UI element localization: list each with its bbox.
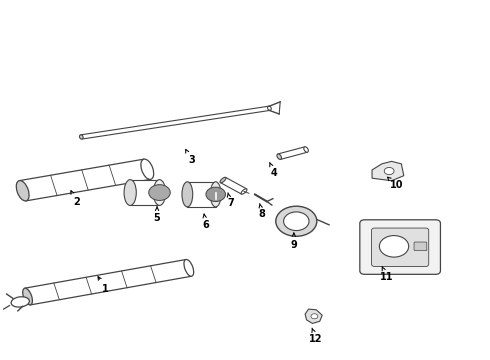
Circle shape [384, 167, 394, 175]
FancyBboxPatch shape [371, 228, 429, 266]
Ellipse shape [241, 189, 247, 194]
Ellipse shape [153, 180, 166, 206]
Text: 10: 10 [388, 177, 403, 190]
Circle shape [311, 314, 318, 319]
Ellipse shape [210, 182, 221, 207]
Polygon shape [25, 260, 192, 305]
Circle shape [379, 235, 409, 257]
Ellipse shape [304, 147, 308, 152]
Polygon shape [305, 309, 322, 323]
Polygon shape [278, 147, 307, 159]
Polygon shape [372, 161, 404, 181]
Text: 7: 7 [227, 193, 234, 208]
Ellipse shape [141, 159, 154, 179]
Circle shape [149, 185, 170, 201]
Text: 11: 11 [380, 266, 393, 282]
Ellipse shape [124, 180, 136, 206]
Ellipse shape [184, 260, 194, 276]
Text: 5: 5 [154, 207, 160, 222]
Text: 2: 2 [71, 191, 80, 207]
Text: 6: 6 [202, 214, 209, 230]
Text: 8: 8 [259, 203, 266, 219]
Circle shape [206, 187, 225, 202]
Polygon shape [220, 177, 246, 194]
Ellipse shape [23, 288, 32, 305]
Ellipse shape [182, 182, 193, 207]
Text: 1: 1 [98, 276, 109, 294]
Text: 9: 9 [291, 233, 297, 249]
Polygon shape [130, 180, 159, 206]
Circle shape [276, 206, 317, 236]
Ellipse shape [220, 177, 226, 183]
Ellipse shape [11, 297, 29, 307]
Ellipse shape [16, 181, 29, 201]
Text: 3: 3 [186, 149, 195, 165]
FancyBboxPatch shape [414, 242, 427, 251]
Ellipse shape [268, 106, 271, 111]
Circle shape [284, 212, 309, 230]
Polygon shape [81, 106, 270, 139]
Polygon shape [187, 182, 216, 207]
Text: 4: 4 [270, 162, 278, 178]
Ellipse shape [79, 135, 83, 139]
Polygon shape [20, 159, 150, 201]
Ellipse shape [277, 154, 281, 159]
FancyBboxPatch shape [360, 220, 441, 274]
Text: 12: 12 [309, 328, 322, 343]
